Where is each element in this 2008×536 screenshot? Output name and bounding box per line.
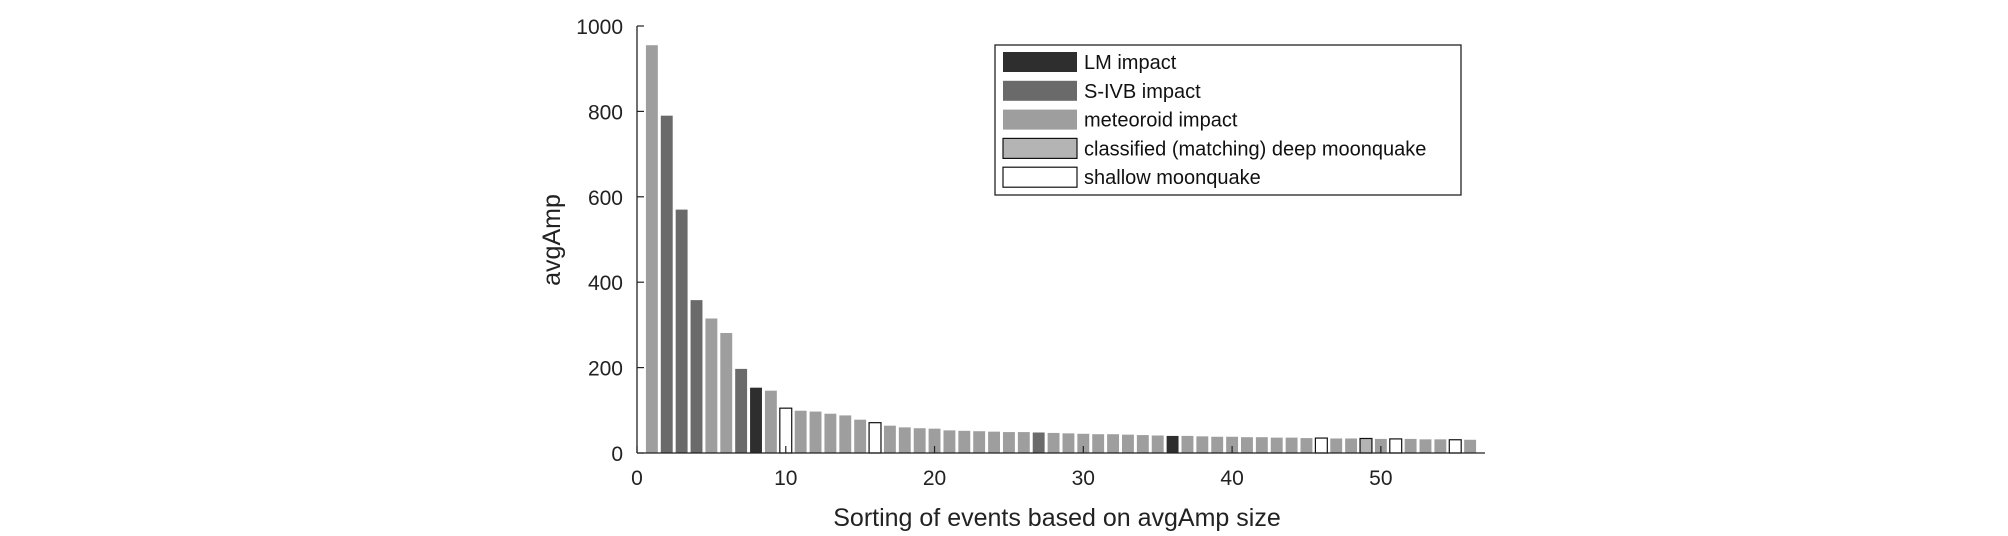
- bar-34: [1136, 435, 1149, 453]
- legend: LM impact S-IVB impact meteoroid impact cla…: [994, 44, 1462, 196]
- bar-18: [898, 427, 911, 453]
- bar-17: [883, 425, 896, 453]
- bar-11: [794, 410, 807, 453]
- bar-53: [1419, 439, 1432, 453]
- y-ticks: 0 200 400 600 800 1000: [576, 16, 644, 466]
- y-tick-label: 200: [588, 358, 623, 381]
- bar-54: [1434, 439, 1447, 453]
- bar-40: [1226, 436, 1239, 453]
- bar-43: [1270, 437, 1283, 453]
- y-tick-label: 600: [588, 187, 623, 210]
- bar-22: [958, 430, 971, 453]
- legend-label-met: meteoroid impact: [1084, 110, 1238, 132]
- bar-55: [1448, 439, 1462, 454]
- bar-41: [1241, 437, 1253, 453]
- bar-12: [809, 411, 822, 453]
- legend-label-shallow: shallow moonquake: [1084, 167, 1261, 189]
- legend-swatch-met: [1003, 109, 1077, 130]
- bar-20: [928, 428, 941, 453]
- bar-16: [868, 422, 882, 454]
- x-tick-label: 30: [1072, 467, 1095, 490]
- bar-31: [1092, 434, 1105, 453]
- bar-7: [735, 368, 748, 453]
- bar-8: [750, 387, 762, 453]
- bar-4: [690, 300, 703, 453]
- bar-48: [1345, 438, 1358, 453]
- bar-19: [913, 428, 926, 453]
- bar-45: [1300, 438, 1313, 453]
- bar-21: [943, 430, 956, 453]
- x-ticks: 0 10 20 30 40 50: [631, 446, 1393, 490]
- bar-42: [1255, 437, 1268, 453]
- bar-38: [1196, 436, 1209, 453]
- bar-46: [1314, 437, 1328, 454]
- bar-27: [1032, 432, 1045, 453]
- y-tick-label: 1000: [576, 16, 623, 39]
- bars: [645, 45, 1477, 454]
- bar-51: [1389, 438, 1403, 454]
- bar-24: [988, 431, 1000, 453]
- legend-swatch-lm: [1003, 52, 1077, 72]
- bar-5: [705, 318, 718, 453]
- bar-32: [1107, 434, 1120, 453]
- x-tick-label: 0: [631, 467, 643, 490]
- bar-29: [1062, 433, 1075, 453]
- bar-23: [973, 431, 986, 453]
- bar-35: [1151, 435, 1164, 453]
- y-tick-label: 400: [588, 272, 623, 295]
- bar-28: [1047, 432, 1060, 453]
- bar-6: [720, 333, 733, 453]
- bar-47: [1330, 438, 1343, 453]
- x-tick-label: 40: [1220, 467, 1243, 490]
- bar-33: [1122, 434, 1134, 453]
- bar-25: [1002, 432, 1015, 453]
- x-tick-label: 20: [923, 467, 946, 490]
- bar-50: [1374, 438, 1387, 453]
- bar-44: [1285, 437, 1298, 453]
- legend-label-lm: LM impact: [1084, 52, 1177, 74]
- y-axis-label: avgAmp: [538, 194, 566, 286]
- x-tick-label: 10: [774, 467, 797, 490]
- bar-9: [764, 390, 777, 453]
- bar-14: [839, 415, 852, 453]
- bar-15: [854, 419, 867, 453]
- legend-swatch-deep: [1002, 137, 1078, 159]
- bar-13: [824, 413, 837, 453]
- axes: [636, 26, 1485, 454]
- bar-1: [645, 45, 658, 453]
- y-tick-label: 0: [611, 443, 623, 466]
- bar-26: [1017, 432, 1030, 453]
- bar-39: [1211, 436, 1224, 453]
- legend-label-deep: classified (matching) deep moonquake: [1084, 138, 1426, 160]
- bar-56: [1464, 439, 1477, 453]
- legend-label-sivb: S-IVB impact: [1084, 81, 1201, 103]
- x-axis-label: Sorting of events based on avgAmp size: [833, 504, 1281, 532]
- bar-49: [1359, 437, 1373, 454]
- y-tick-label: 800: [588, 101, 623, 124]
- bar-52: [1404, 438, 1417, 453]
- bar-3: [675, 209, 688, 453]
- bar-36: [1166, 435, 1179, 453]
- x-tick-label: 50: [1369, 467, 1392, 490]
- legend-swatch-shallow: [1002, 166, 1078, 188]
- bar-2: [660, 115, 673, 454]
- bar-30: [1077, 433, 1090, 453]
- legend-swatch-sivb: [1003, 80, 1077, 101]
- bar-37: [1181, 435, 1194, 453]
